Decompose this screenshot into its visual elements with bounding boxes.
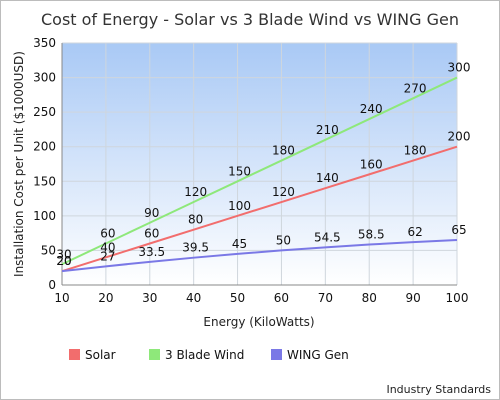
data-label: 39.5: [182, 241, 209, 255]
data-label: 27: [100, 249, 115, 263]
data-label: 45: [232, 237, 247, 251]
legend-swatch: [149, 349, 160, 360]
y-tick-label: 250: [33, 105, 56, 119]
data-label: 65: [451, 223, 466, 237]
data-label: 120: [184, 185, 207, 199]
legend-swatch: [271, 349, 282, 360]
data-label: 30: [56, 247, 71, 261]
y-tick-label: 300: [33, 71, 56, 85]
legend-label: 3 Blade Wind: [165, 348, 244, 362]
x-tick-label: 50: [230, 291, 245, 305]
series-line-1: [61, 76, 458, 266]
data-label: 180: [272, 144, 295, 158]
legend-item[interactable]: 3 Blade Wind: [149, 348, 244, 362]
data-label: 40: [100, 240, 115, 254]
data-label: 240: [360, 102, 383, 116]
chart-title: Cost of Energy - Solar vs 3 Blade Wind v…: [41, 10, 459, 29]
legend-swatch: [69, 349, 80, 360]
data-label: 58.5: [358, 228, 385, 242]
data-label: 90: [144, 206, 159, 220]
data-label: 210: [316, 123, 339, 137]
series-line-2: [61, 239, 458, 273]
y-axis-title: Installation Cost per Unit ($1000USD): [12, 51, 26, 277]
legend: Solar 3 Blade Wind WING Gen: [69, 348, 349, 362]
data-label: 160: [360, 157, 383, 171]
y-tick-label: 350: [33, 36, 56, 50]
y-tick-label: 150: [33, 174, 56, 188]
series-line-0: [61, 145, 458, 273]
data-label: 100: [228, 199, 251, 213]
data-label: 120: [272, 185, 295, 199]
x-tick-label: 30: [142, 291, 157, 305]
data-label: 62: [407, 225, 422, 239]
data-label: 80: [188, 213, 203, 227]
series-layer: [61, 76, 458, 273]
data-label: 60: [144, 227, 159, 241]
data-label: 200: [448, 130, 471, 144]
y-tick-label: 0: [48, 278, 56, 292]
y-tick-label: 200: [33, 140, 56, 154]
data-label: 33.5: [138, 245, 165, 259]
x-tick-label: 20: [98, 291, 113, 305]
x-tick-label: 40: [186, 291, 201, 305]
legend-item[interactable]: WING Gen: [271, 348, 349, 362]
x-tick-label: 10: [54, 291, 69, 305]
plot-area: [62, 43, 457, 285]
legend-label: WING Gen: [287, 348, 349, 362]
x-tick-label: 70: [318, 291, 333, 305]
data-label: 50: [276, 233, 291, 247]
data-label: 54.5: [314, 230, 341, 244]
data-label-layer: 2040608010012014016018020030609012015018…: [56, 61, 470, 269]
x-axis-title: Energy (KiloWatts): [203, 315, 314, 329]
chart-credit: Industry Standards: [386, 383, 491, 396]
grid-layer: [61, 42, 458, 286]
x-tick-label: 80: [362, 291, 377, 305]
data-label: 150: [228, 164, 251, 178]
data-label: 60: [100, 227, 115, 241]
legend-item[interactable]: Solar: [69, 348, 116, 362]
data-label: 140: [316, 171, 339, 185]
data-label: 180: [404, 144, 427, 158]
data-label: 300: [448, 61, 471, 75]
legend-label: Solar: [85, 348, 116, 362]
data-label: 20: [56, 254, 71, 268]
data-label: 270: [404, 81, 427, 95]
data-label: 20: [56, 254, 71, 268]
x-tick-label: 90: [405, 291, 420, 305]
y-tick-label: 100: [33, 209, 56, 223]
x-tick-label: 100: [446, 291, 469, 305]
x-tick-label: 60: [274, 291, 289, 305]
y-tick-label: 50: [41, 243, 56, 257]
